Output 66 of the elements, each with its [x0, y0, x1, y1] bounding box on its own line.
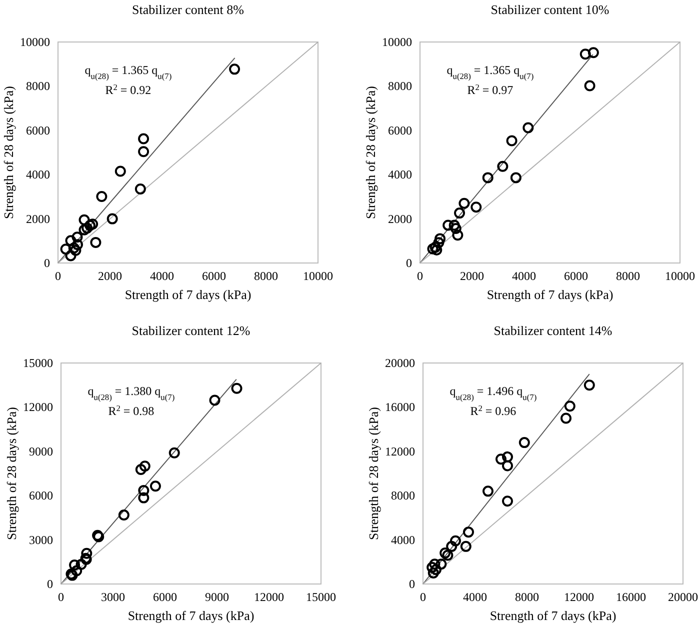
y-tick-label: 8000: [388, 79, 412, 94]
x-tick-label: 4000: [512, 269, 536, 283]
x-tick-label: 8000: [254, 269, 278, 283]
y-tick-label: 2000: [26, 212, 50, 226]
y-tick-label: 8000: [26, 79, 50, 94]
annotation: q$_{u(28)}$ = 1.365 q$_{u(7)}$: [84, 63, 172, 80]
y-axis-title: Strength of 28 days (kPa): [1, 86, 16, 219]
y-tick-label: 0: [409, 577, 415, 591]
x-tick-label: 8000: [515, 590, 539, 604]
x-tick-label: 6000: [153, 590, 177, 604]
chart-title: Stabilizer content 12%: [132, 323, 250, 338]
y-tick-label: 2000: [388, 212, 412, 226]
chart-title: Stabilizer content 10%: [490, 2, 610, 17]
x-tick-label: 6000: [202, 269, 226, 283]
x-tick-label: 2000: [460, 269, 484, 283]
y-axis-title: Strength of 28 days (kPa): [363, 86, 378, 219]
y-tick-label: 0: [406, 256, 412, 270]
y-tick-label: 12000: [23, 400, 53, 414]
y-axis-title: Strength of 28 days (kPa): [4, 407, 19, 540]
x-tick-label: 0: [58, 590, 64, 604]
x-tick-label: 0: [420, 590, 426, 604]
x-tick-label: 15000: [306, 590, 336, 604]
y-tick-label: 6000: [29, 488, 53, 503]
y-tick-label: 6000: [26, 123, 50, 138]
x-tick-label: 12000: [564, 590, 594, 604]
y-tick-label: 12000: [385, 444, 415, 458]
x-tick-label: 2000: [98, 269, 122, 283]
y-tick-label: 3000: [29, 532, 53, 547]
x-tick-label: 12000: [254, 590, 284, 604]
x-tick-label: 9000: [205, 590, 229, 604]
annotation: R$^{2}$ = 0.98: [108, 404, 154, 418]
annotation: R$^{2}$ = 0.92: [105, 82, 152, 97]
x-tick-label: 10000: [303, 269, 333, 283]
annotation: R$^{2}$ = 0.97: [467, 82, 514, 97]
y-tick-label: 0: [44, 256, 50, 270]
x-tick-label: 20000: [668, 590, 698, 604]
y-tick-label: 15000: [23, 356, 53, 370]
y-tick-label: 9000: [29, 444, 53, 458]
x-tick-label: 6000: [564, 269, 588, 283]
y-tick-label: 4000: [391, 532, 415, 547]
x-tick-label: 10000: [665, 269, 695, 283]
x-axis-title: Strength of 7 days (kPa): [490, 608, 616, 623]
y-tick-label: 4000: [388, 168, 412, 182]
x-tick-label: 4000: [463, 590, 487, 604]
y-axis-title: Strength of 28 days (kPa): [366, 407, 381, 540]
annotation: q$_{u(28)}$ = 1.380 q$_{u(7)}$: [88, 384, 175, 402]
annotation: R$^{2}$ = 0.96: [470, 404, 516, 418]
y-tick-label: 10000: [382, 35, 412, 49]
y-tick-label: 4000: [26, 168, 50, 182]
x-axis-title: Strength of 7 days (kPa): [486, 287, 614, 302]
x-tick-label: 4000: [150, 269, 174, 283]
x-tick-label: 8000: [616, 269, 640, 283]
x-axis-title: Strength of 7 days (kPa): [124, 287, 252, 302]
annotation: q$_{u(28)}$ = 1.496 q$_{u(7)}$: [450, 384, 537, 402]
y-tick-label: 0: [47, 577, 53, 591]
chart-title: Stabilizer content 8%: [132, 2, 244, 17]
y-tick-label: 10000: [20, 35, 50, 49]
y-tick-label: 16000: [385, 400, 415, 414]
x-tick-label: 16000: [616, 590, 646, 604]
y-tick-label: 6000: [388, 123, 412, 138]
y-tick-label: 8000: [391, 488, 415, 503]
x-axis-title: Strength of 7 days (kPa): [128, 608, 254, 623]
x-tick-label: 3000: [101, 590, 125, 604]
annotation: q$_{u(28)}$ = 1.365 q$_{u(7)}$: [446, 63, 534, 80]
y-tick-label: 20000: [385, 356, 415, 370]
chart-title: Stabilizer content 14%: [494, 323, 612, 338]
